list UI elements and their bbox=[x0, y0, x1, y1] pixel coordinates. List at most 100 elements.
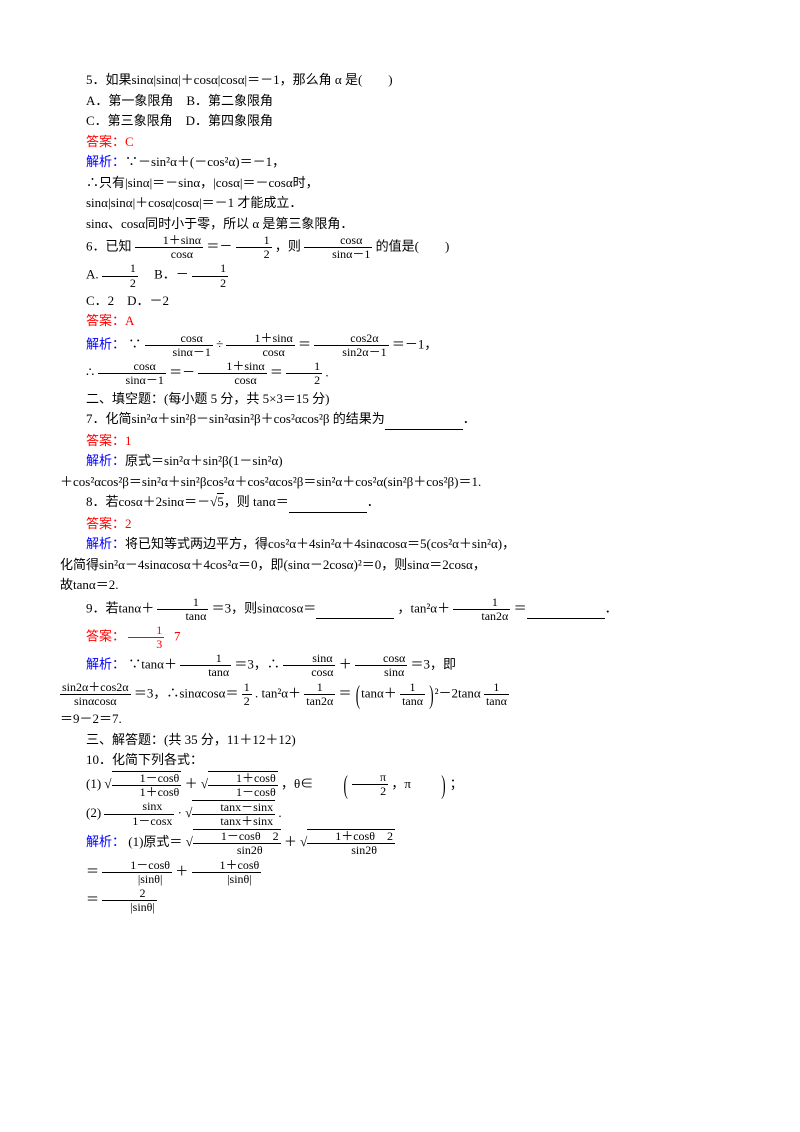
fraction: π2 bbox=[352, 771, 388, 798]
den: tanα bbox=[400, 695, 425, 708]
text: . bbox=[325, 365, 328, 380]
analysis-label: 解析： bbox=[86, 336, 125, 351]
q9-ana2: sin2α＋cos2αsinαcosα ＝3，∴sinαcosα＝ 12 . t… bbox=[60, 681, 730, 708]
q8-ana2: 化简得sin²α－4sinαcosα＋4cos²α＝0，即(sinα－2cosα… bbox=[60, 555, 730, 575]
text: ＝－ bbox=[169, 365, 195, 380]
den: cosα bbox=[198, 374, 266, 387]
fraction: 1－cosθ 2sin2θ bbox=[193, 829, 281, 857]
fraction: 1＋sinαcosα bbox=[135, 234, 203, 261]
q5-answer: 答案：C bbox=[60, 132, 730, 152]
num: π bbox=[352, 771, 388, 785]
fraction: tanx－sinxtanx＋sinx bbox=[192, 800, 275, 828]
fraction: 12 bbox=[236, 234, 272, 261]
q9-answer: 答案： 13 7 bbox=[60, 624, 730, 651]
fraction: 1＋sinαcosα bbox=[198, 360, 266, 387]
answer-value: C bbox=[125, 134, 134, 149]
answer-value: A bbox=[125, 313, 134, 328]
fraction: cosαsinα－1 bbox=[304, 234, 372, 261]
text: ，则 bbox=[275, 239, 301, 254]
q8-text: 8．若cosα＋2sinα＝－√5，则 tanα＝________． bbox=[60, 492, 730, 513]
num: 1 bbox=[304, 681, 335, 695]
num: 1 bbox=[128, 624, 164, 638]
text: · bbox=[178, 805, 182, 820]
num: 1 bbox=[192, 262, 228, 276]
fraction: 12 bbox=[102, 262, 138, 289]
num: 1－cosθ bbox=[102, 859, 172, 873]
num: tanx－sinx bbox=[192, 801, 275, 815]
den: 3 bbox=[128, 638, 164, 651]
answer-label: 答案： bbox=[86, 313, 125, 328]
fraction: sinαcosα bbox=[283, 652, 335, 679]
rparen: ) bbox=[428, 675, 434, 714]
text: ＝ bbox=[298, 336, 311, 351]
den: |sinθ| bbox=[102, 901, 157, 914]
den: 2 bbox=[286, 374, 322, 387]
text: ＋ bbox=[339, 657, 352, 672]
fraction: 12 bbox=[286, 360, 322, 387]
den: sin2α－1 bbox=[314, 346, 388, 359]
fraction: 1tanα bbox=[157, 596, 208, 623]
blank: ________ bbox=[289, 492, 367, 513]
num: cosα bbox=[355, 652, 407, 666]
q7-ana2: ＋cos²αcos²β＝sin²α＋sin²βcos²α＋cos²αcos²β＝… bbox=[60, 472, 730, 492]
num: cos2α bbox=[314, 332, 388, 346]
fraction: 1＋cosθ|sinθ| bbox=[192, 859, 262, 886]
q10-ana1: 解析： (1)原式＝ √1－cosθ 2sin2θ ＋ √1＋cosθ 2sin… bbox=[60, 829, 730, 857]
den: 2 bbox=[352, 785, 388, 798]
q8-ana3: 故tanα＝2. bbox=[60, 575, 730, 595]
text: ＝ bbox=[86, 863, 99, 878]
sqrt: √5 bbox=[210, 493, 224, 509]
num: sin2α＋cos2α bbox=[60, 681, 131, 695]
num: 1＋cosθ 2 bbox=[307, 830, 395, 844]
num: cosα bbox=[304, 234, 372, 248]
text: ＝3，∴sinαcosα＝ bbox=[134, 685, 239, 700]
text: A. bbox=[86, 267, 99, 282]
text: (2) bbox=[86, 805, 101, 820]
answer-label: 答案： bbox=[86, 134, 125, 149]
q6-optAB: A. 12 B．－ 12 bbox=[60, 262, 730, 289]
den: sin2θ bbox=[307, 844, 395, 857]
num: 2 bbox=[102, 887, 157, 901]
den: cosα bbox=[226, 346, 294, 359]
analysis-label: 解析： bbox=[86, 536, 125, 551]
text: ． bbox=[605, 600, 618, 615]
q9-ana1: 解析： ∵tanα＋ 1tanα ＝3，∴ sinαcosα ＋ cosαsin… bbox=[60, 652, 730, 679]
text: 6．已知 bbox=[86, 239, 132, 254]
num: 1 bbox=[180, 652, 231, 666]
text: (1) bbox=[86, 776, 101, 791]
blank: ________ bbox=[316, 598, 394, 619]
q5-analysis-3: sinα|sinα|＋cosα|cosα|＝－1 才能成立． bbox=[60, 193, 730, 213]
fraction: 1－cosθ1＋cosθ bbox=[112, 771, 182, 799]
fraction: 1tanα bbox=[400, 681, 425, 708]
answer-value: 2 bbox=[125, 516, 132, 531]
num: cosα bbox=[98, 360, 166, 374]
num: 1 bbox=[286, 360, 322, 374]
q6-ana1: 解析： ∵ cosαsinα－1 ÷ 1＋sinαcosα ＝ cos2αsin… bbox=[60, 332, 730, 359]
den: 2 bbox=[192, 277, 228, 290]
den: sinα bbox=[355, 666, 407, 679]
text: 9．若tanα＋ bbox=[86, 600, 154, 615]
den: tan2α bbox=[453, 610, 510, 623]
fraction: sin2α＋cos2αsinαcosα bbox=[60, 681, 131, 708]
blank: ________ bbox=[527, 598, 605, 619]
den: sinα－1 bbox=[145, 346, 213, 359]
num: 1 bbox=[242, 681, 252, 695]
fraction: 1tan2α bbox=[453, 596, 510, 623]
text: ∵ bbox=[128, 336, 141, 351]
text: ＋ bbox=[175, 863, 188, 878]
q5-optC: C．第三象限角 D．第四象限角 bbox=[60, 111, 730, 131]
text: ∴ bbox=[86, 365, 94, 380]
fraction: 13 bbox=[128, 624, 164, 651]
den: tanα bbox=[484, 695, 509, 708]
fraction: cosαsinα bbox=[355, 652, 407, 679]
text: ＝ bbox=[86, 892, 99, 907]
num: sinα bbox=[283, 652, 335, 666]
q10-ana2: ＝ 1－cosθ|sinθ| ＋ 1＋cosθ|sinθ| bbox=[60, 859, 730, 886]
text: ＝－ bbox=[206, 239, 232, 254]
text: ＝－1， bbox=[392, 336, 438, 351]
fraction: 12 bbox=[242, 681, 252, 708]
q8-answer: 答案：2 bbox=[60, 514, 730, 534]
fraction: 1＋sinαcosα bbox=[226, 332, 294, 359]
num: 1 bbox=[484, 681, 509, 695]
num: 1 bbox=[157, 596, 208, 610]
